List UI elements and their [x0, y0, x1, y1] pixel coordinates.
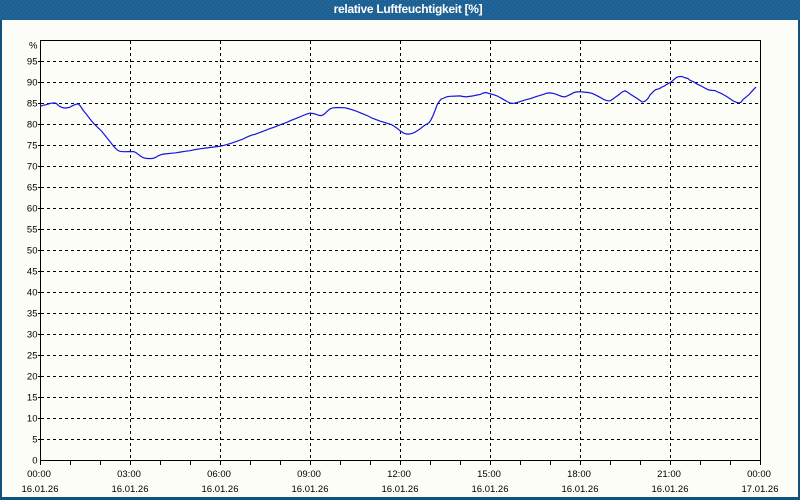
- svg-text:65: 65: [27, 182, 38, 193]
- svg-text:16.01.26: 16.01.26: [472, 484, 509, 495]
- svg-text:16.01.26: 16.01.26: [112, 484, 149, 495]
- svg-text:45: 45: [27, 266, 38, 277]
- svg-text:%: %: [29, 41, 38, 52]
- svg-text:16.01.26: 16.01.26: [22, 484, 59, 495]
- svg-text:09:00: 09:00: [297, 469, 321, 480]
- svg-text:16.01.26: 16.01.26: [202, 484, 239, 495]
- svg-text:80: 80: [27, 119, 38, 130]
- svg-text:55: 55: [27, 224, 38, 235]
- svg-text:16.01.26: 16.01.26: [382, 484, 419, 495]
- svg-text:75: 75: [27, 140, 38, 151]
- svg-text:50: 50: [27, 245, 38, 256]
- svg-text:12:00: 12:00: [387, 469, 411, 480]
- svg-text:15: 15: [27, 392, 38, 403]
- svg-text:21:00: 21:00: [657, 469, 681, 480]
- svg-text:18:00: 18:00: [567, 469, 591, 480]
- svg-text:06:00: 06:00: [207, 469, 231, 480]
- svg-text:70: 70: [27, 161, 38, 172]
- svg-text:95: 95: [27, 56, 38, 67]
- svg-text:60: 60: [27, 203, 38, 214]
- svg-text:30: 30: [27, 329, 38, 340]
- svg-text:15:00: 15:00: [477, 469, 501, 480]
- svg-text:17.01.26: 17.01.26: [742, 484, 779, 495]
- svg-text:0: 0: [32, 455, 37, 466]
- svg-text:03:00: 03:00: [117, 469, 141, 480]
- svg-text:16.01.26: 16.01.26: [562, 484, 599, 495]
- svg-text:00:00: 00:00: [747, 469, 771, 480]
- svg-text:35: 35: [27, 308, 38, 319]
- svg-text:00:00: 00:00: [27, 469, 51, 480]
- svg-text:90: 90: [27, 77, 38, 88]
- svg-text:10: 10: [27, 413, 38, 424]
- svg-text:16.01.26: 16.01.26: [292, 484, 329, 495]
- svg-text:16.01.26: 16.01.26: [652, 484, 689, 495]
- svg-text:25: 25: [27, 350, 38, 361]
- svg-text:5: 5: [32, 434, 37, 445]
- svg-text:85: 85: [27, 98, 38, 109]
- svg-text:40: 40: [27, 287, 38, 298]
- svg-text:20: 20: [27, 371, 38, 382]
